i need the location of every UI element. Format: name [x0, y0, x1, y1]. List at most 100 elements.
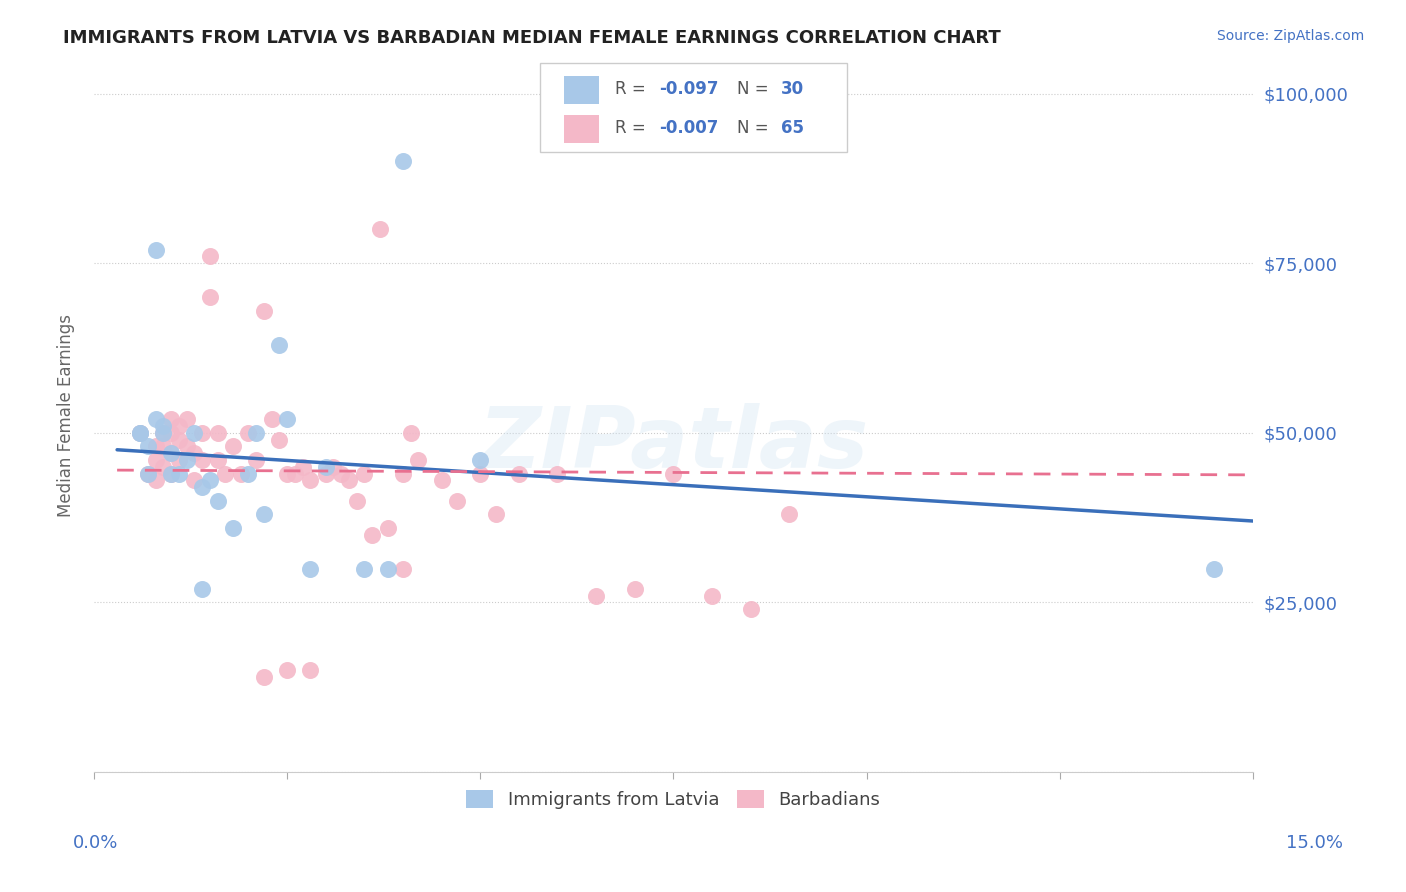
Point: [253, 303, 276, 318]
Point: [191, 480, 214, 494]
Text: 0.0%: 0.0%: [73, 834, 118, 852]
Point: [299, 473, 322, 487]
Point: [377, 521, 399, 535]
Point: [183, 446, 205, 460]
Text: Source: ZipAtlas.com: Source: ZipAtlas.com: [1216, 29, 1364, 43]
FancyBboxPatch shape: [564, 114, 599, 143]
Point: [191, 582, 214, 596]
Point: [167, 419, 190, 434]
Point: [145, 473, 167, 487]
Point: [446, 493, 468, 508]
Point: [214, 467, 236, 481]
Point: [315, 467, 337, 481]
Point: [245, 425, 267, 440]
Point: [315, 459, 337, 474]
Point: [470, 453, 492, 467]
Y-axis label: Median Female Earnings: Median Female Earnings: [58, 314, 75, 517]
Point: [183, 473, 205, 487]
Text: R =: R =: [616, 80, 651, 98]
Point: [176, 412, 198, 426]
Point: [183, 425, 205, 440]
Point: [176, 439, 198, 453]
Point: [129, 425, 152, 440]
Point: [470, 467, 492, 481]
Point: [222, 521, 245, 535]
Point: [136, 467, 159, 481]
Point: [198, 473, 221, 487]
Point: [129, 425, 152, 440]
Point: [408, 453, 430, 467]
Point: [508, 467, 530, 481]
Point: [291, 459, 314, 474]
Point: [167, 433, 190, 447]
Text: 15.0%: 15.0%: [1286, 834, 1343, 852]
Text: -0.097: -0.097: [659, 80, 718, 98]
Legend: Immigrants from Latvia, Barbadians: Immigrants from Latvia, Barbadians: [458, 782, 887, 816]
FancyBboxPatch shape: [564, 76, 599, 104]
Point: [276, 663, 298, 677]
Point: [152, 439, 174, 453]
Text: ZIPatlas: ZIPatlas: [478, 403, 869, 486]
Point: [167, 467, 190, 481]
Point: [299, 663, 322, 677]
Point: [337, 473, 360, 487]
Point: [152, 419, 174, 434]
Point: [136, 467, 159, 481]
Point: [152, 459, 174, 474]
Point: [253, 670, 276, 684]
Point: [322, 459, 344, 474]
Point: [1204, 561, 1226, 575]
Point: [145, 453, 167, 467]
Point: [368, 222, 391, 236]
Point: [330, 467, 353, 481]
Point: [160, 412, 183, 426]
Point: [238, 467, 260, 481]
Point: [207, 425, 229, 440]
Point: [145, 439, 167, 453]
Point: [547, 467, 569, 481]
Point: [253, 507, 276, 521]
Text: 30: 30: [782, 80, 804, 98]
Point: [191, 425, 214, 440]
Point: [207, 493, 229, 508]
Point: [392, 154, 415, 169]
Point: [160, 467, 183, 481]
Point: [623, 582, 645, 596]
Point: [136, 439, 159, 453]
Point: [152, 425, 174, 440]
Point: [740, 602, 762, 616]
Point: [353, 467, 375, 481]
Point: [222, 439, 245, 453]
Point: [160, 467, 183, 481]
Point: [245, 453, 267, 467]
Point: [778, 507, 800, 521]
Point: [198, 290, 221, 304]
Point: [392, 561, 415, 575]
Point: [377, 561, 399, 575]
Point: [430, 473, 453, 487]
Point: [152, 425, 174, 440]
Point: [145, 243, 167, 257]
Point: [299, 561, 322, 575]
Point: [191, 453, 214, 467]
Point: [238, 425, 260, 440]
Point: [662, 467, 685, 481]
Point: [346, 493, 368, 508]
Point: [269, 433, 291, 447]
Point: [160, 446, 183, 460]
FancyBboxPatch shape: [540, 63, 848, 153]
Point: [160, 446, 183, 460]
Point: [160, 425, 183, 440]
Point: [392, 467, 415, 481]
Point: [700, 589, 723, 603]
Point: [176, 453, 198, 467]
Text: N =: N =: [737, 80, 773, 98]
Point: [276, 412, 298, 426]
Text: 65: 65: [782, 119, 804, 137]
Point: [485, 507, 508, 521]
Point: [276, 467, 298, 481]
Point: [585, 589, 607, 603]
Point: [361, 527, 384, 541]
Point: [167, 453, 190, 467]
Point: [353, 561, 375, 575]
